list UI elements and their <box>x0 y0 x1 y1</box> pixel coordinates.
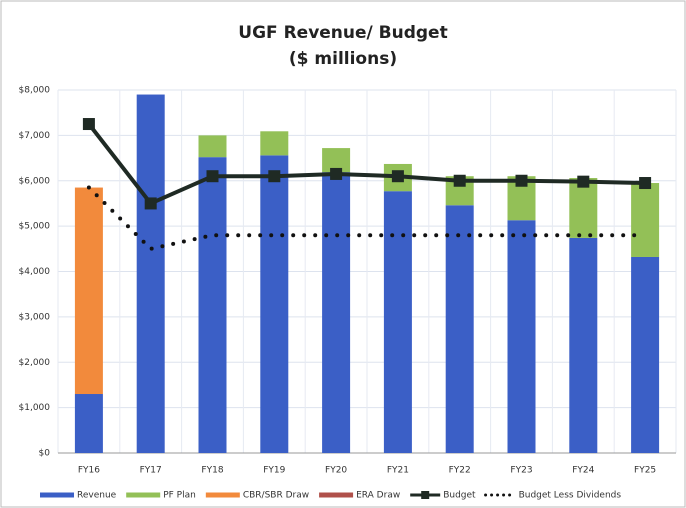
x-tick-label: FY24 <box>572 466 594 476</box>
legend-label: ERA Draw <box>356 491 400 501</box>
x-tick-label: FY16 <box>78 466 100 476</box>
legend-swatch <box>126 492 161 498</box>
bar-segment <box>74 187 103 395</box>
line-marker <box>515 174 528 187</box>
legend-label: Revenue <box>77 491 117 501</box>
bar-segment <box>631 183 660 257</box>
y-tick-label: $7,000 <box>19 131 51 141</box>
legend-swatch <box>205 492 240 498</box>
bar-segment <box>260 155 289 453</box>
y-tick-label: $8,000 <box>19 86 51 96</box>
line-series <box>87 122 646 206</box>
y-tick-label: $0 <box>39 449 51 459</box>
bar-segment <box>198 135 227 158</box>
line-marker <box>144 197 157 210</box>
line-marker <box>453 174 466 187</box>
y-tick-label: $3,000 <box>19 312 51 322</box>
line-marker <box>577 175 590 188</box>
bar-segment <box>136 94 165 453</box>
line-marker <box>639 177 652 190</box>
bar-segment <box>507 220 536 453</box>
bar-segment <box>569 237 598 453</box>
x-tick-label: FY18 <box>201 466 223 476</box>
x-tick-label: FY21 <box>387 466 409 476</box>
line-marker <box>330 167 343 180</box>
chart-title: UGF Revenue/ Budget <box>238 23 447 43</box>
x-tick-label: FY25 <box>634 466 656 476</box>
legend-label: CBR/SBR Draw <box>243 491 309 501</box>
line-marker <box>206 170 219 183</box>
y-tick-label: $4,000 <box>19 267 51 277</box>
y-tick-label: $6,000 <box>19 176 51 186</box>
x-tick-label: FY19 <box>263 466 285 476</box>
y-tick-label: $2,000 <box>19 358 51 368</box>
bar-segment <box>74 394 103 453</box>
x-tick-label: FY23 <box>510 466 532 476</box>
legend-swatch <box>40 492 74 498</box>
y-tick-label: $1,000 <box>19 403 51 413</box>
legend-label: PF Plan <box>163 491 196 501</box>
bar-segment <box>322 172 351 453</box>
bar-segment <box>260 131 289 156</box>
x-tick-label: FY20 <box>325 466 347 476</box>
y-tick-label: $5,000 <box>19 222 51 232</box>
legend-label: Budget <box>443 491 476 501</box>
bar-segment <box>383 191 412 453</box>
legend-label: Budget Less Dividends <box>519 491 622 501</box>
chart-subtitle: ($ millions) <box>289 49 397 69</box>
x-tick-label: FY22 <box>449 466 471 476</box>
bar-segment <box>569 178 598 238</box>
bar-segment <box>631 256 660 453</box>
line-marker <box>82 118 95 131</box>
line-marker <box>391 170 404 183</box>
bar-segment <box>198 157 227 453</box>
bar-segment <box>445 205 474 453</box>
x-tick-label: FY17 <box>140 466 162 476</box>
line-marker <box>268 170 281 183</box>
legend-marker <box>421 491 430 499</box>
legend-swatch <box>319 492 354 498</box>
